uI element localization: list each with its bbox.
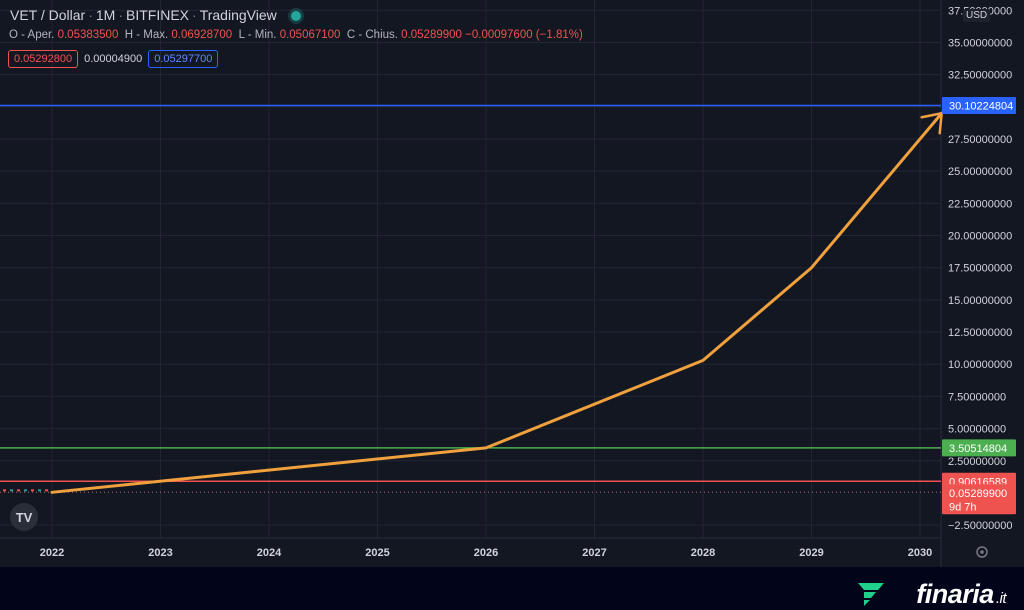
low-value: 0.05067100: [279, 29, 341, 41]
forecast-series: [3, 111, 944, 494]
y-tick-label: 12.50000000: [948, 327, 1012, 339]
exchange: BITFINEX: [126, 7, 190, 23]
close-value: 0.05289900: [401, 29, 462, 41]
y-tick-label: −2.50000000: [948, 520, 1013, 532]
price-label: 3.50514804: [949, 443, 1007, 455]
x-tick-label: 2026: [474, 547, 498, 559]
x-tick-label: 2028: [691, 547, 715, 559]
svg-text:TV: TV: [16, 510, 33, 525]
x-tick-label: 2029: [799, 547, 823, 559]
low-label: L - Min.: [238, 29, 277, 41]
countdown-label: 9d 7h: [949, 501, 977, 513]
candle: [38, 489, 41, 492]
finaria-logo-icon: [858, 583, 884, 606]
close-label: C - Chius.: [346, 29, 398, 41]
candle: [10, 489, 13, 492]
y-tick-label: 27.50000000: [948, 134, 1012, 146]
y-tick-label: 7.50000000: [948, 391, 1006, 403]
source: TradingView: [199, 7, 277, 23]
price-label-bg: [942, 97, 1016, 115]
x-tick-label: 2027: [582, 547, 606, 559]
x-tick-label: 2030: [908, 547, 932, 559]
price-labels: 30.102248043.505148040.906165890.0528990…: [942, 97, 1016, 515]
market-status-icon: [290, 11, 301, 22]
forecast-line: [50, 111, 944, 494]
footer-bar: [0, 567, 1024, 610]
x-tick-label: 2025: [365, 547, 389, 559]
brand-logo: finaria .it: [916, 579, 1006, 610]
candle: [3, 489, 6, 492]
price-label: 30.10224804: [949, 101, 1013, 113]
high-label: H - Max.: [124, 29, 169, 41]
candle: [45, 489, 48, 492]
interval[interactable]: 1M: [95, 7, 116, 23]
sell-button[interactable]: 0.05292800: [8, 50, 79, 68]
y-tick-label: 10.00000000: [948, 359, 1012, 371]
y-tick-label: 22.50000000: [948, 198, 1012, 210]
quote-boxes: 0.05292800 0.00004900 0.05297700: [8, 50, 219, 68]
y-tick-label: 32.50000000: [948, 70, 1012, 82]
x-tick-label: 2022: [40, 547, 64, 559]
spread-value: 0.00004900: [84, 53, 143, 65]
buy-button[interactable]: 0.05297700: [148, 50, 219, 68]
open-value: 0.05383500: [57, 29, 119, 41]
y-tick-label: 15.00000000: [948, 295, 1012, 307]
price-label-bg: [942, 484, 1016, 515]
x-tick-label: 2023: [148, 547, 172, 559]
candle: [24, 489, 27, 492]
price-chart[interactable]: 37.5000000035.0000000032.5000000030.0000…: [0, 0, 1024, 567]
settings-gear-icon[interactable]: [976, 546, 988, 558]
price-label-bg: [942, 439, 1016, 457]
change-value: −0.00097600 (−1.81%): [465, 29, 583, 41]
candle: [31, 489, 34, 492]
high-value: 0.06928700: [171, 29, 233, 41]
symbol-header: VET / Dollar · 1M · BITFINEX · TradingView: [10, 7, 301, 23]
price-label: 0.05289900: [949, 488, 1007, 500]
ohlc-legend: O - Aper. 0.05383500 H - Max. 0.06928700…: [9, 29, 583, 41]
forecast-arrowhead: [920, 112, 943, 135]
y-tick-label: 2.50000000: [948, 456, 1006, 468]
x-tick-label: 2024: [257, 547, 282, 559]
y-tick-label: 17.50000000: [948, 263, 1012, 275]
symbol-name[interactable]: VET / Dollar: [10, 7, 86, 23]
brand-tld: .it: [995, 590, 1007, 607]
candle: [17, 489, 20, 492]
y-tick-label: 25.00000000: [948, 166, 1012, 178]
y-tick-label: 20.00000000: [948, 231, 1012, 243]
y-tick-label: 35.00000000: [948, 37, 1012, 49]
tradingview-logo-icon[interactable]: TV: [10, 503, 38, 531]
currency-selector[interactable]: USD: [963, 9, 991, 22]
time-axis[interactable]: 2022 2023 2024 2025 2026 2027 2028 2029 2030: [40, 547, 932, 559]
y-tick-label: 5.00000000: [948, 424, 1006, 436]
brand-name: finaria: [916, 579, 994, 609]
open-label: O - Aper.: [9, 29, 55, 41]
